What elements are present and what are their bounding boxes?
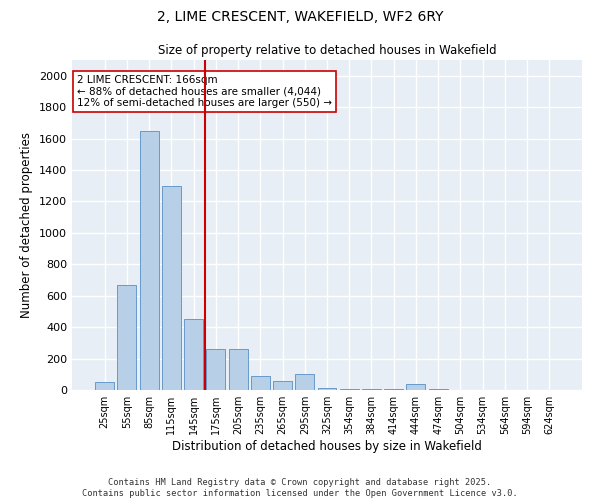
Bar — [184, 320, 203, 390]
Bar — [317, 388, 337, 390]
Bar — [384, 389, 403, 390]
Text: 2 LIME CRESCENT: 166sqm
← 88% of detached houses are smaller (4,044)
12% of semi: 2 LIME CRESCENT: 166sqm ← 88% of detache… — [77, 75, 332, 108]
Bar — [429, 389, 448, 390]
Bar — [362, 389, 381, 390]
Bar — [406, 384, 425, 390]
Bar — [95, 382, 114, 390]
X-axis label: Distribution of detached houses by size in Wakefield: Distribution of detached houses by size … — [172, 440, 482, 453]
Text: Contains HM Land Registry data © Crown copyright and database right 2025.
Contai: Contains HM Land Registry data © Crown c… — [82, 478, 518, 498]
Bar — [273, 382, 292, 390]
Bar — [229, 349, 248, 390]
Text: 2, LIME CRESCENT, WAKEFIELD, WF2 6RY: 2, LIME CRESCENT, WAKEFIELD, WF2 6RY — [157, 10, 443, 24]
Y-axis label: Number of detached properties: Number of detached properties — [20, 132, 34, 318]
Title: Size of property relative to detached houses in Wakefield: Size of property relative to detached ho… — [158, 44, 496, 58]
Bar — [206, 349, 225, 390]
Bar — [295, 374, 314, 390]
Bar — [140, 130, 158, 390]
Bar — [118, 284, 136, 390]
Bar — [340, 389, 359, 390]
Bar — [162, 186, 181, 390]
Bar — [251, 376, 270, 390]
